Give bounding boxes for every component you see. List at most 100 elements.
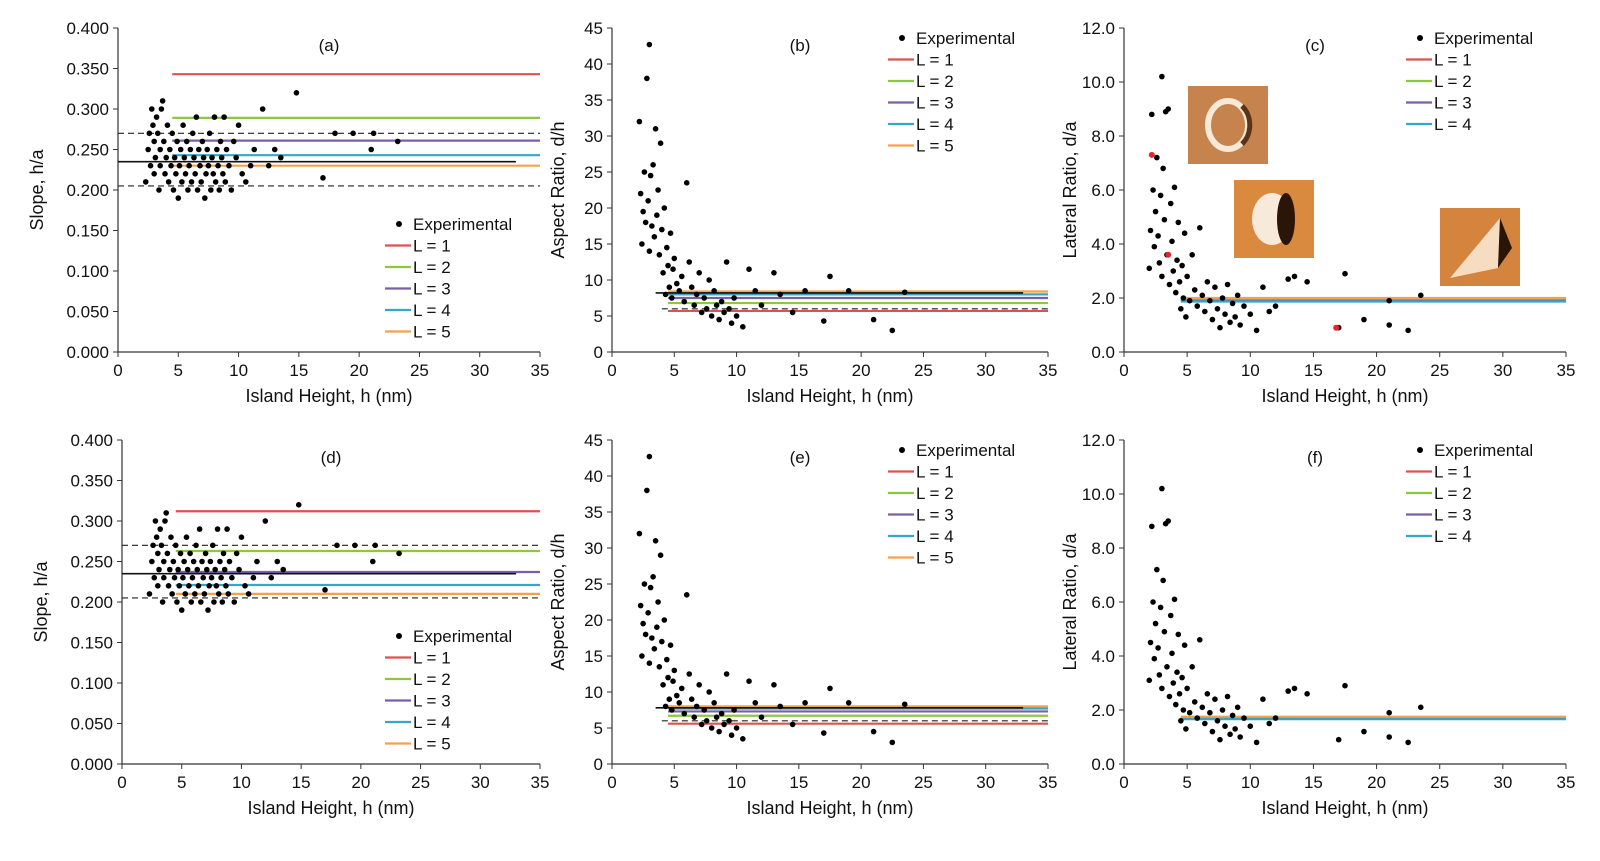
legend-marker-experimental xyxy=(1417,35,1423,41)
data-point xyxy=(1179,262,1185,269)
data-point xyxy=(657,140,664,146)
data-point xyxy=(1171,184,1178,191)
data-point xyxy=(202,195,208,201)
data-point xyxy=(1342,270,1348,277)
x-tick-label: 5 xyxy=(1182,361,1191,380)
data-point xyxy=(789,309,796,316)
y-axis-title: Aspect Ratio, d/h xyxy=(548,533,568,670)
data-point xyxy=(696,270,702,276)
legend-entry: Experimental xyxy=(413,215,512,234)
data-point xyxy=(789,721,796,728)
data-point xyxy=(665,674,671,681)
data-point xyxy=(1304,691,1310,697)
data-point xyxy=(683,592,690,598)
data-point xyxy=(1224,281,1231,288)
chart-panel-1: 0 5 10 15 20 25 30 35 0.000 0.050 0.100 0.150 0.200 0… xyxy=(27,19,549,406)
data-point xyxy=(1151,655,1158,662)
data-point xyxy=(208,574,215,581)
data-point xyxy=(1175,219,1182,226)
data-point xyxy=(350,130,356,137)
data-point xyxy=(640,208,646,215)
legend-entry: Experimental xyxy=(916,441,1015,460)
data-point xyxy=(192,171,198,177)
x-tick-label: 0 xyxy=(113,361,122,380)
data-point xyxy=(802,288,808,294)
chart-panel-3: 0 5 10 15 20 25 30 35 0.0 2.0 4.0 6.0 8.0 10.0 12.0 Isl… xyxy=(1060,19,1575,406)
legend-entry: L = 4 xyxy=(916,115,954,134)
data-point xyxy=(726,718,732,724)
y-tick-label: 0 xyxy=(594,755,603,774)
data-point xyxy=(295,502,302,508)
data-point xyxy=(161,574,167,581)
x-tick-label: 25 xyxy=(914,773,933,792)
data-point xyxy=(170,187,177,193)
data-point xyxy=(671,667,678,674)
data-point xyxy=(656,664,663,670)
data-point xyxy=(820,730,827,736)
data-point xyxy=(1159,273,1165,280)
y-tick-label: 15 xyxy=(584,235,603,254)
data-point xyxy=(223,146,230,153)
data-point-red xyxy=(1333,324,1340,331)
legend-entry: Experimental xyxy=(413,627,512,646)
data-point xyxy=(771,270,777,276)
data-point xyxy=(230,138,237,145)
legend-entry: Experimental xyxy=(1434,29,1533,48)
y-axis-title: Lateral Ratio, d/a xyxy=(1060,532,1080,670)
data-point xyxy=(716,316,722,323)
y-tick-label: 6.0 xyxy=(1091,593,1115,612)
data-point xyxy=(205,607,211,613)
y-tick-label: 25 xyxy=(584,163,603,182)
y-tick-label: 2.0 xyxy=(1091,289,1115,308)
data-point xyxy=(151,171,157,177)
data-point xyxy=(163,154,170,161)
y-tick-label: 0 xyxy=(594,343,603,362)
data-point xyxy=(640,620,646,627)
data-point xyxy=(661,205,668,211)
data-point xyxy=(670,266,676,273)
data-point xyxy=(198,599,204,605)
data-point xyxy=(151,138,157,145)
data-point xyxy=(1154,154,1160,161)
legend-entry: L = 4 xyxy=(1434,527,1472,546)
data-point xyxy=(1189,664,1195,670)
data-point xyxy=(1180,295,1187,301)
inset-island-shadow xyxy=(1277,193,1295,245)
data-point xyxy=(229,574,235,581)
legend-entry: Experimental xyxy=(916,29,1015,48)
x-tick-label: 35 xyxy=(1557,361,1576,380)
data-point xyxy=(636,118,643,125)
data-point xyxy=(777,703,783,710)
data-point xyxy=(214,146,220,153)
data-point xyxy=(1214,718,1221,724)
data-point xyxy=(157,526,164,532)
data-point xyxy=(693,291,700,298)
data-point xyxy=(174,138,180,145)
data-point xyxy=(1285,276,1291,282)
y-tick-label: 2.0 xyxy=(1091,701,1115,720)
data-point xyxy=(150,542,156,549)
data-point xyxy=(212,179,219,185)
data-point xyxy=(650,574,656,580)
panel-label: (e) xyxy=(790,448,811,467)
data-point xyxy=(183,138,190,145)
data-point xyxy=(1159,685,1165,692)
data-point xyxy=(1165,518,1171,524)
data-point xyxy=(187,550,193,557)
data-point xyxy=(268,574,275,581)
data-point xyxy=(1196,225,1203,231)
data-point xyxy=(845,700,852,706)
data-point xyxy=(1175,631,1182,638)
data-point xyxy=(662,703,669,710)
y-tick-label: 0.050 xyxy=(66,303,109,322)
legend: Experimental L = 1 L = 2 L = 3 L = 4 xyxy=(1406,29,1533,134)
data-point xyxy=(171,154,178,161)
data-point xyxy=(195,583,202,589)
data-point xyxy=(217,138,224,145)
data-point xyxy=(153,114,160,120)
data-point xyxy=(163,510,169,516)
data-point xyxy=(221,114,227,120)
data-point xyxy=(322,587,328,593)
data-point xyxy=(1166,693,1173,700)
data-point xyxy=(1191,699,1198,705)
